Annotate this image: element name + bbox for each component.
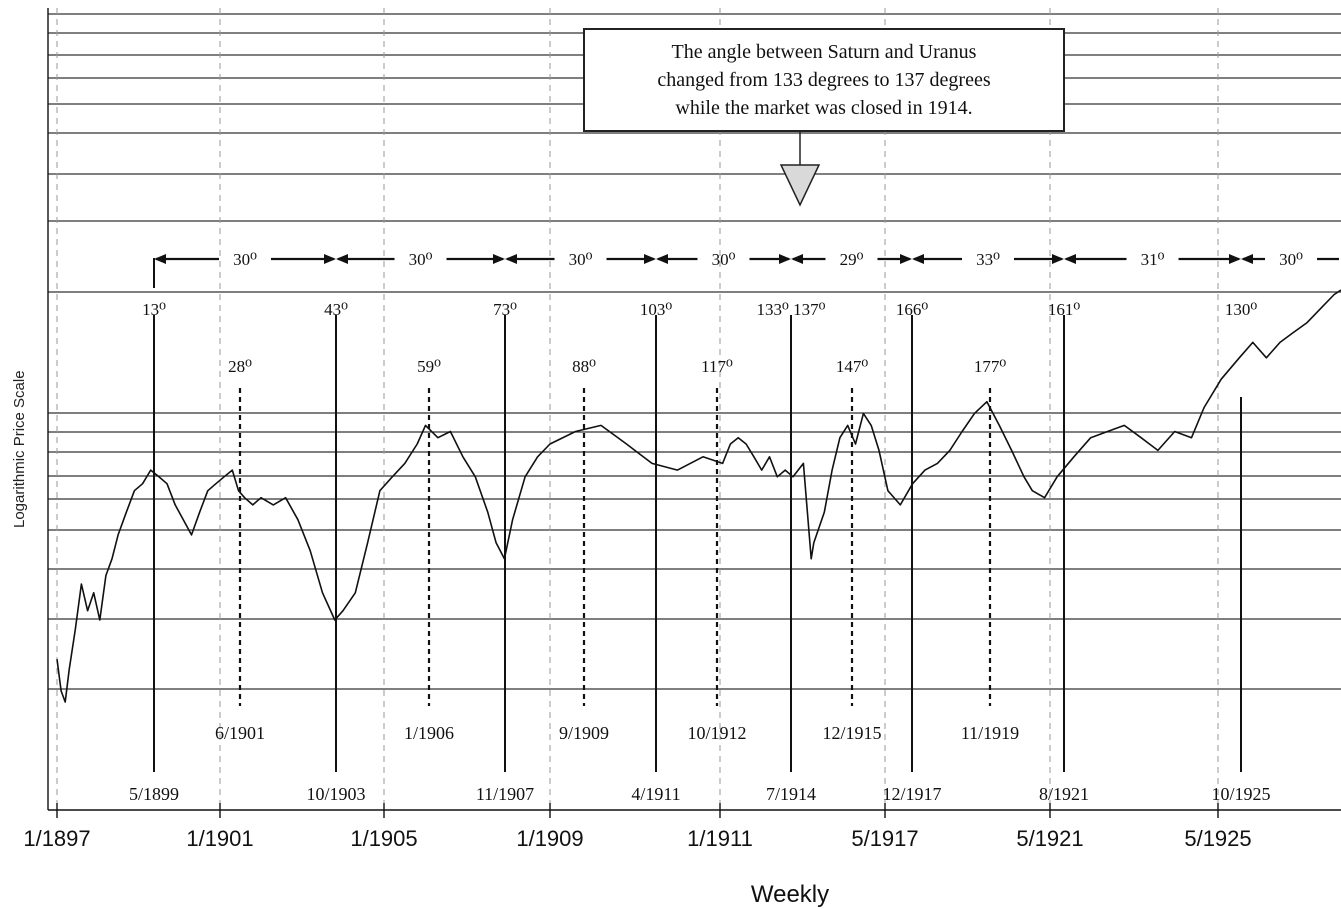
aspect-markers: 13⁰ 5/1899 43⁰ 10/1903 73⁰ 11/1907 103⁰ 4/1911 1… xyxy=(129,300,1271,804)
minor-aspect-date: 11/1919 xyxy=(961,723,1019,743)
span-degree-label: 30⁰ xyxy=(1279,250,1303,269)
minor-aspect-date: 1/1906 xyxy=(404,723,454,743)
y-axis-title: Logarithmic Price Scale xyxy=(11,370,28,528)
minor-aspect-date: 12/1915 xyxy=(822,723,881,743)
span-arrowhead-right xyxy=(644,254,656,264)
span-arrowhead-left xyxy=(791,254,803,264)
minor-aspect-date: 9/1909 xyxy=(559,723,609,743)
price-series-line xyxy=(56,289,1341,703)
major-aspect-date: 10/1925 xyxy=(1211,784,1270,804)
span-arrowhead-right xyxy=(493,254,505,264)
horizontal-gridlines xyxy=(48,13,1341,690)
minor-aspect-angle: 59⁰ xyxy=(417,357,441,376)
minor-aspect-angle: 177⁰ xyxy=(974,357,1007,376)
major-aspect-date: 5/1899 xyxy=(129,784,179,804)
major-aspect-angle: 130⁰ xyxy=(1225,300,1258,319)
span-arrowhead-right xyxy=(900,254,912,264)
annotation-pointer-arrow xyxy=(779,164,821,207)
span-arrowhead-right xyxy=(1229,254,1241,264)
major-aspect-date: 8/1921 xyxy=(1039,784,1089,804)
x-axis-title: Weekly xyxy=(751,881,829,908)
x-tick-label: 1/1905 xyxy=(350,826,417,851)
span-degree-label: 30⁰ xyxy=(409,250,433,269)
span-degree-label: 30⁰ xyxy=(233,250,257,269)
x-tick-label: 1/1897 xyxy=(23,826,90,851)
major-aspect-angle: 73⁰ xyxy=(493,300,517,319)
span-arrowhead-right xyxy=(779,254,791,264)
vertical-gridlines xyxy=(56,8,1219,810)
minor-aspect-angle: 88⁰ xyxy=(572,357,596,376)
major-aspect-angle: 103⁰ xyxy=(640,300,673,319)
x-tick-label: 5/1921 xyxy=(1016,826,1083,851)
major-aspect-date: 11/1907 xyxy=(476,784,534,804)
span-degree-label: 30⁰ xyxy=(569,250,593,269)
minor-aspect-angle: 117⁰ xyxy=(701,357,733,376)
minor-aspect-angle: 28⁰ xyxy=(228,357,252,376)
x-tick-label: 1/1909 xyxy=(516,826,583,851)
span-arrowhead-left xyxy=(912,254,924,264)
span-arrowhead-right xyxy=(324,254,336,264)
major-aspect-angle: 161⁰ xyxy=(1048,300,1081,319)
major-aspect-date: 12/1917 xyxy=(882,784,941,804)
span-arrowhead-left xyxy=(656,254,668,264)
minor-aspect-date: 10/1912 xyxy=(687,723,746,743)
span-degree-label: 31⁰ xyxy=(1141,250,1165,269)
minor-aspect-date: 6/1901 xyxy=(215,723,265,743)
major-aspect-date: 7/1914 xyxy=(766,784,816,804)
span-arrowhead-left xyxy=(505,254,517,264)
x-tick-label: 5/1917 xyxy=(851,826,918,851)
span-arrowhead-left xyxy=(154,254,166,264)
degree-span-arrows: 30⁰ 30⁰ 30⁰ 30⁰ 29⁰ 33⁰ 31⁰ 30⁰ xyxy=(153,250,1339,288)
span-arrowhead-left xyxy=(336,254,348,264)
major-aspect-angle: 43⁰ xyxy=(324,300,348,319)
major-aspect-date: 10/1903 xyxy=(306,784,365,804)
annotation-text: The angle between Saturn and Uranus chan… xyxy=(657,41,991,119)
span-degree-label: 30⁰ xyxy=(712,250,736,269)
major-aspect-angle: 166⁰ xyxy=(896,300,929,319)
span-arrowhead-left xyxy=(1241,254,1253,264)
annotation-box: The angle between Saturn and Uranus chan… xyxy=(583,28,1065,132)
minor-aspect-angle: 147⁰ xyxy=(836,357,869,376)
span-degree-label: 29⁰ xyxy=(840,250,864,269)
x-axis-ticks: 1/1897 1/1901 1/1905 1/1909 1/1911 5/1917 5/19… xyxy=(23,803,1252,851)
x-tick-label: 1/1911 xyxy=(687,826,753,851)
span-arrowhead-right xyxy=(1052,254,1064,264)
span-degree-label: 33⁰ xyxy=(976,250,1000,269)
x-tick-label: 5/1925 xyxy=(1184,826,1251,851)
major-aspect-date: 4/1911 xyxy=(631,784,680,804)
major-aspect-angle: 13⁰ xyxy=(142,300,166,319)
major-aspect-angle: 133⁰ 137⁰ xyxy=(757,300,826,319)
x-tick-label: 1/1901 xyxy=(186,826,253,851)
span-arrowhead-left xyxy=(1064,254,1076,264)
